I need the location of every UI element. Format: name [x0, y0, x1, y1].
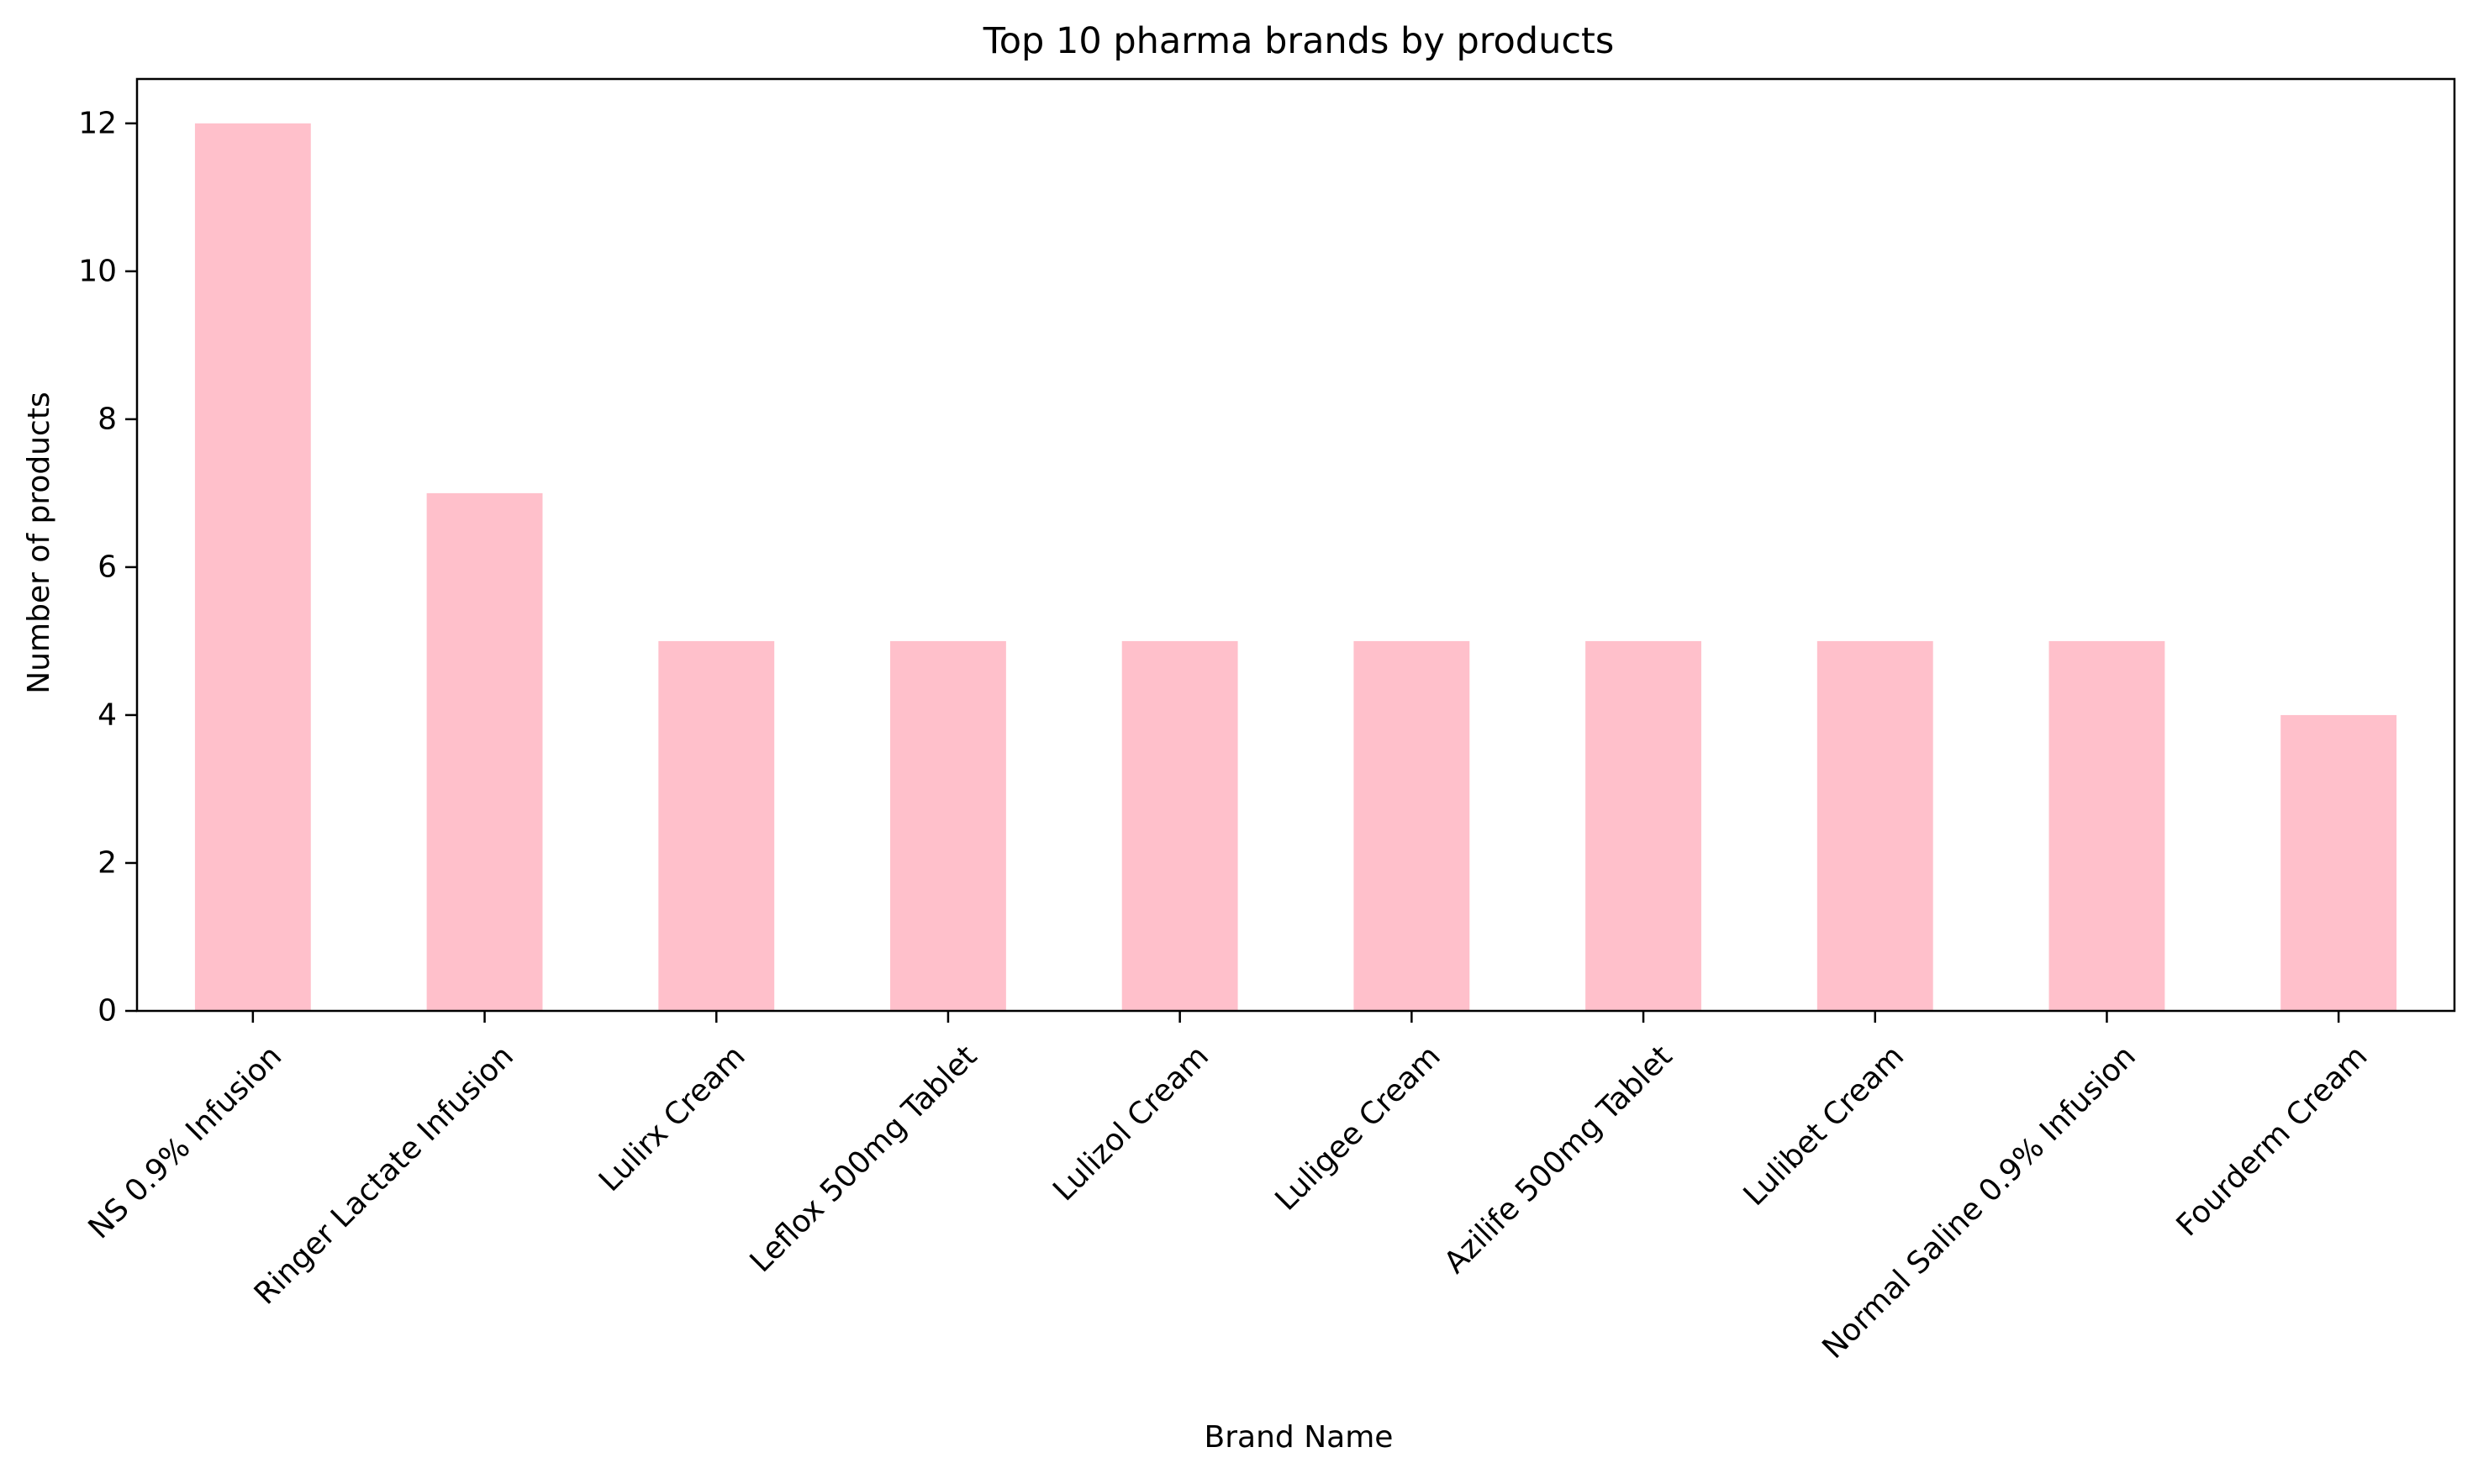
x-tick-label: NS 0.9% Infusion [82, 1039, 288, 1245]
bar-10 [2280, 714, 2397, 1011]
bar-9 [2048, 640, 2165, 1011]
x-tick-label: Lulibet Cream [1737, 1039, 1911, 1213]
x-tick-label: Fourderm Cream [2170, 1039, 2375, 1243]
y-axis: 0 2 4 6 8 10 12 [78, 106, 137, 1029]
bars-group [194, 123, 2397, 1011]
x-tick-label: Luligee Cream [1268, 1039, 1447, 1217]
y-tick-label: 12 [78, 106, 117, 140]
bar-6 [1353, 640, 1470, 1011]
y-tick-label: 0 [98, 994, 117, 1029]
x-tick-label: Leflox 500mg Tablet [744, 1039, 984, 1279]
bar-7 [1585, 640, 1701, 1011]
bar-3 [658, 640, 775, 1011]
bar-8 [1816, 640, 1933, 1011]
y-tick-label: 4 [98, 697, 117, 732]
bar-4 [890, 640, 1006, 1011]
y-tick-label: 6 [98, 550, 117, 584]
bar-5 [1121, 640, 1238, 1011]
x-axis-title: Brand Name [1205, 1420, 1394, 1455]
x-tick-label: Lulizol Cream [1047, 1039, 1215, 1208]
y-axis-title: Number of products [22, 392, 56, 693]
x-tick-label: Lulirx Cream [593, 1039, 752, 1198]
y-tick-label: 10 [78, 254, 117, 288]
chart-title: Top 10 pharma brands by products [983, 20, 1614, 62]
y-tick-label: 8 [98, 402, 117, 436]
bar-1 [194, 123, 311, 1011]
x-tick-label: Azilife 500mg Tablet [1437, 1039, 1679, 1280]
x-tick-label: Ringer Lactate Infusion [248, 1039, 520, 1311]
y-tick-label: 2 [98, 845, 117, 880]
plot-frame [135, 77, 2456, 1013]
bar-2 [426, 492, 543, 1011]
